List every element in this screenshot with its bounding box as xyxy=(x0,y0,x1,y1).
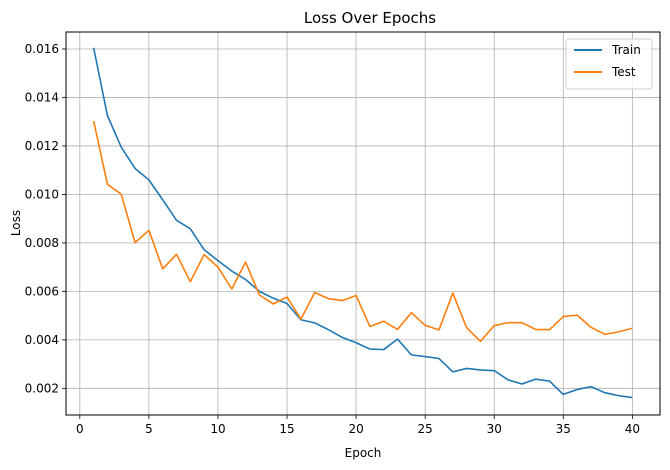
chart-title: Loss Over Epochs xyxy=(304,9,436,27)
y-tick-label: 0.016 xyxy=(25,42,59,56)
x-tick-label: 20 xyxy=(348,422,363,436)
plot-frame xyxy=(65,31,661,416)
x-tick-label: 40 xyxy=(625,422,640,436)
y-tick-label: 0.010 xyxy=(25,187,59,201)
series-line-test xyxy=(92,120,633,343)
series-line-train xyxy=(92,47,633,399)
x-tick-label: 5 xyxy=(145,422,153,436)
x-tick-label: 15 xyxy=(279,422,294,436)
y-tick-label: 0.006 xyxy=(25,284,59,298)
x-tick-label: 10 xyxy=(210,422,225,436)
legend-box xyxy=(565,38,653,90)
y-tick-label: 0.014 xyxy=(25,90,59,104)
y-tick-label: 0.004 xyxy=(25,333,59,347)
x-tick-label: 25 xyxy=(418,422,433,436)
x-tick-label: 0 xyxy=(76,422,84,436)
legend-label-train: Train xyxy=(611,43,641,57)
legend-label-test: Test xyxy=(611,65,636,79)
x-axis-label: Epoch xyxy=(345,446,382,460)
x-tick-label: 35 xyxy=(556,422,571,436)
legend: Train Test xyxy=(565,38,653,90)
y-tick-label: 0.008 xyxy=(25,236,59,250)
grid xyxy=(66,32,660,415)
y-tick-label: 0.012 xyxy=(25,139,59,153)
axis-ticks: 0 5 10 15 20 25 30 35 40 0.002 0.004 0.006 0.008 0.01… xyxy=(25,42,640,436)
x-tick-label: 30 xyxy=(487,422,502,436)
y-tick-label: 0.002 xyxy=(25,381,59,395)
y-axis-label: Loss xyxy=(9,210,23,236)
series-lines xyxy=(92,47,633,399)
